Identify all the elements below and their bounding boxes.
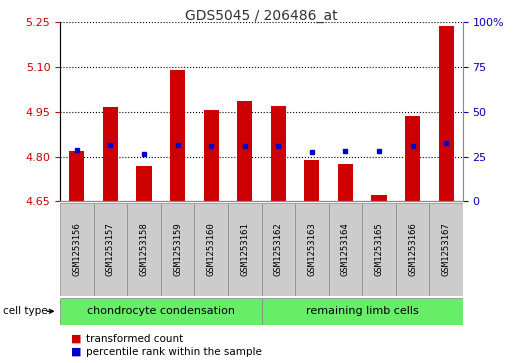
Text: transformed count: transformed count [86, 334, 184, 344]
Bar [60, 298, 262, 325]
Bar [271, 106, 286, 201]
Bar [262, 298, 463, 325]
Bar [60, 203, 94, 296]
Bar [170, 70, 185, 201]
Bar [103, 107, 118, 201]
Text: remaining limb cells: remaining limb cells [306, 306, 418, 316]
Bar [295, 203, 328, 296]
Text: GSM1253159: GSM1253159 [173, 223, 182, 277]
Bar [127, 203, 161, 296]
Bar [237, 101, 252, 201]
Bar [161, 203, 195, 296]
Bar [396, 203, 429, 296]
Text: cell type: cell type [3, 306, 47, 316]
Text: GSM1253156: GSM1253156 [72, 223, 82, 277]
Text: GSM1253160: GSM1253160 [207, 223, 215, 277]
Text: GSM1253161: GSM1253161 [240, 223, 249, 277]
Bar [371, 196, 386, 201]
Text: GSM1253163: GSM1253163 [308, 223, 316, 277]
Text: GSM1253164: GSM1253164 [341, 223, 350, 277]
Bar [405, 116, 420, 201]
Bar [94, 203, 127, 296]
Bar [438, 26, 453, 201]
Text: ■: ■ [71, 347, 81, 357]
Text: GSM1253158: GSM1253158 [140, 223, 149, 277]
Text: GDS5045 / 206486_at: GDS5045 / 206486_at [185, 9, 338, 23]
Text: GSM1253166: GSM1253166 [408, 223, 417, 277]
Text: chondrocyte condensation: chondrocyte condensation [87, 306, 235, 316]
Text: GSM1253162: GSM1253162 [274, 223, 283, 277]
Bar [362, 203, 396, 296]
Bar [203, 110, 219, 201]
Bar [228, 203, 262, 296]
Text: GSM1253165: GSM1253165 [374, 223, 383, 277]
Text: percentile rank within the sample: percentile rank within the sample [86, 347, 262, 357]
Text: ■: ■ [71, 334, 81, 344]
Text: GSM1253167: GSM1253167 [441, 223, 451, 277]
Bar [338, 164, 353, 201]
Bar [137, 166, 152, 201]
Bar [429, 203, 463, 296]
Bar [195, 203, 228, 296]
Bar [70, 151, 85, 201]
Bar [328, 203, 362, 296]
Bar [304, 160, 320, 201]
Text: GSM1253157: GSM1253157 [106, 223, 115, 277]
Bar [262, 203, 295, 296]
